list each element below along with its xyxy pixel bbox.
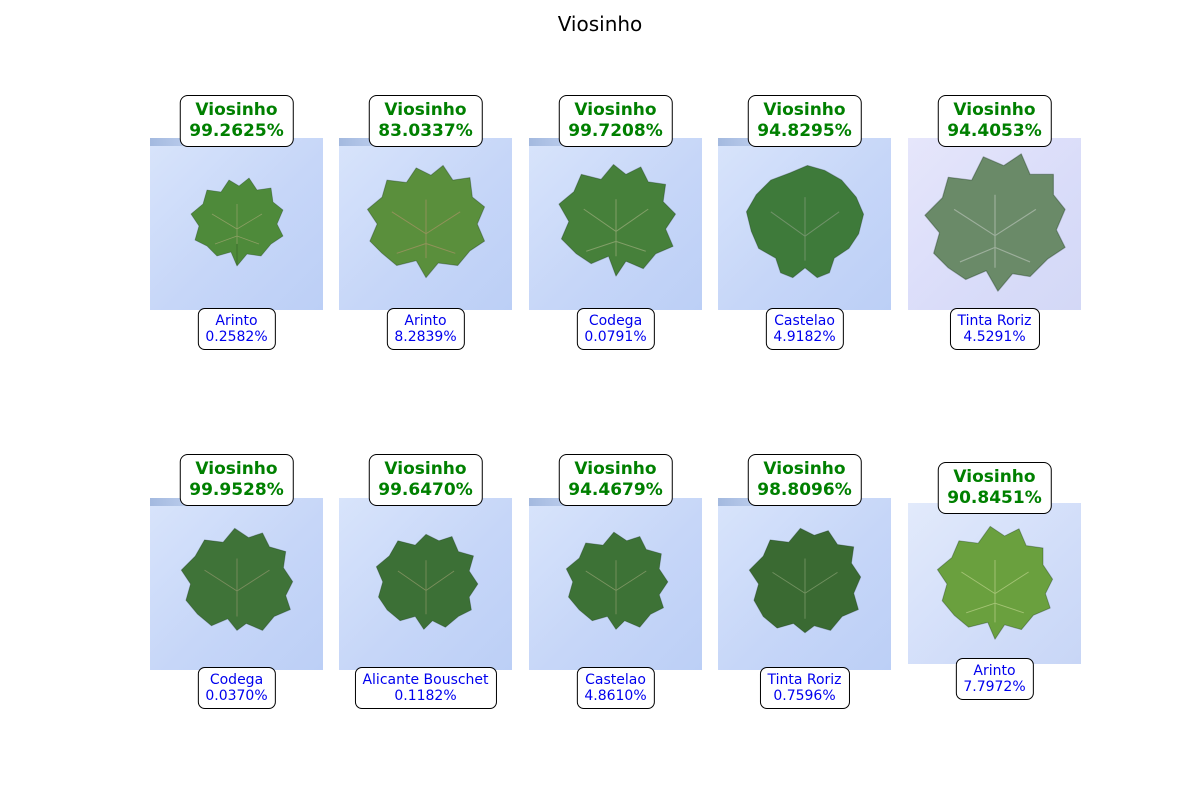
top-prediction-percent: 99.7208%	[568, 121, 663, 141]
leaf-photo	[339, 138, 512, 310]
top-prediction-box: Viosinho 94.4679%	[558, 454, 673, 506]
second-prediction-box: Arinto 7.7972%	[955, 658, 1034, 700]
second-prediction-box: Tinta Roriz 4.5291%	[949, 308, 1040, 350]
second-prediction-box: Castelao 4.8610%	[576, 667, 655, 709]
top-prediction-box: Viosinho 98.8096%	[747, 454, 862, 506]
top-prediction-label: Viosinho	[953, 467, 1036, 487]
top-prediction-box: Viosinho 99.6470%	[368, 454, 483, 506]
grape-leaf-icon	[936, 525, 1053, 640]
second-prediction-percent: 4.9182%	[773, 329, 836, 345]
second-prediction-box: Alicante Bouschet 0.1182%	[354, 667, 497, 709]
leaf-photo	[150, 498, 323, 670]
second-prediction-label: Tinta Roriz	[957, 313, 1032, 329]
leaf-photo	[718, 138, 891, 310]
second-prediction-label: Codega	[588, 313, 643, 329]
top-prediction-box: Viosinho 94.8295%	[747, 95, 862, 147]
second-prediction-box: Arinto 8.2839%	[386, 308, 465, 350]
top-prediction-box: Viosinho 94.4053%	[937, 95, 1052, 147]
second-prediction-label: Arinto	[973, 663, 1016, 679]
grape-leaf-icon	[557, 163, 676, 277]
top-prediction-label: Viosinho	[574, 459, 657, 479]
grape-leaf-icon	[748, 527, 861, 634]
top-prediction-percent: 94.4679%	[568, 480, 663, 500]
top-prediction-label: Viosinho	[195, 100, 278, 120]
top-prediction-percent: 99.9528%	[189, 480, 284, 500]
top-prediction-label: Viosinho	[953, 100, 1036, 120]
leaf-photo	[908, 503, 1081, 664]
top-prediction-percent: 99.6470%	[378, 480, 473, 500]
grape-leaf-icon	[745, 164, 864, 279]
second-prediction-label: Castelao	[774, 313, 835, 329]
second-prediction-box: Codega 0.0370%	[197, 667, 276, 709]
second-prediction-label: Arinto	[404, 313, 447, 329]
second-prediction-percent: 8.2839%	[394, 329, 457, 345]
second-prediction-percent: 0.0370%	[205, 688, 268, 704]
top-prediction-percent: 98.8096%	[757, 480, 852, 500]
leaf-photo	[908, 138, 1081, 310]
grape-leaf-icon	[923, 153, 1066, 292]
second-prediction-label: Alicante Bouschet	[362, 672, 489, 688]
second-prediction-percent: 0.2582%	[205, 329, 268, 345]
top-prediction-percent: 83.0337%	[378, 121, 473, 141]
top-prediction-percent: 94.4053%	[947, 121, 1042, 141]
top-prediction-label: Viosinho	[574, 100, 657, 120]
grape-leaf-icon	[366, 164, 485, 279]
top-prediction-label: Viosinho	[384, 100, 467, 120]
second-prediction-box: Castelao 4.9182%	[765, 308, 844, 350]
leaf-photo	[529, 138, 702, 310]
second-prediction-box: Codega 0.0791%	[576, 308, 655, 350]
second-prediction-box: Tinta Roriz 0.7596%	[759, 667, 850, 709]
grape-leaf-icon	[180, 527, 293, 631]
grape-leaf-icon	[375, 533, 478, 630]
top-prediction-label: Viosinho	[384, 459, 467, 479]
top-prediction-percent: 99.2625%	[189, 121, 284, 141]
second-prediction-percent: 4.8610%	[584, 688, 647, 704]
top-prediction-box: Viosinho 99.9528%	[179, 454, 294, 506]
figure-title: Viosinho	[557, 12, 643, 36]
top-prediction-box: Viosinho 99.2625%	[179, 95, 294, 147]
leaf-photo	[718, 498, 891, 670]
grape-leaf-icon	[190, 177, 283, 267]
second-prediction-percent: 4.5291%	[963, 329, 1026, 345]
second-prediction-label: Arinto	[215, 313, 258, 329]
top-prediction-label: Viosinho	[195, 459, 278, 479]
second-prediction-percent: 0.0791%	[584, 329, 647, 345]
second-prediction-label: Tinta Roriz	[767, 672, 842, 688]
second-prediction-label: Codega	[209, 672, 264, 688]
top-prediction-box: Viosinho 90.8451%	[937, 462, 1052, 514]
grape-leaf-icon	[565, 531, 668, 630]
top-prediction-percent: 94.8295%	[757, 121, 852, 141]
second-prediction-percent: 7.7972%	[963, 679, 1026, 695]
second-prediction-box: Arinto 0.2582%	[197, 308, 276, 350]
top-prediction-box: Viosinho 99.7208%	[558, 95, 673, 147]
top-prediction-label: Viosinho	[763, 459, 846, 479]
top-prediction-label: Viosinho	[763, 100, 846, 120]
second-prediction-label: Castelao	[585, 672, 646, 688]
top-prediction-percent: 90.8451%	[947, 488, 1042, 508]
leaf-photo	[339, 498, 512, 670]
second-prediction-percent: 0.1182%	[394, 688, 457, 704]
leaf-photo	[529, 498, 702, 670]
top-prediction-box: Viosinho 83.0337%	[368, 95, 483, 147]
second-prediction-percent: 0.7596%	[773, 688, 836, 704]
leaf-photo	[150, 138, 323, 310]
